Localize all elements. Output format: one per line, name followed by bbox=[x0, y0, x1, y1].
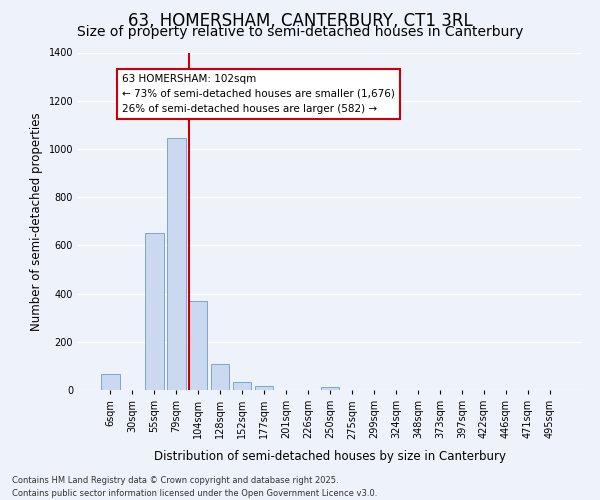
Text: 63, HOMERSHAM, CANTERBURY, CT1 3RL: 63, HOMERSHAM, CANTERBURY, CT1 3RL bbox=[128, 12, 472, 30]
X-axis label: Distribution of semi-detached houses by size in Canterbury: Distribution of semi-detached houses by … bbox=[154, 450, 506, 462]
Y-axis label: Number of semi-detached properties: Number of semi-detached properties bbox=[30, 112, 43, 330]
Bar bbox=[255, 386, 274, 390]
Bar bbox=[320, 387, 340, 390]
Bar bbox=[145, 234, 164, 390]
Bar bbox=[101, 374, 119, 390]
Text: Contains HM Land Registry data © Crown copyright and database right 2025.
Contai: Contains HM Land Registry data © Crown c… bbox=[12, 476, 377, 498]
Text: 63 HOMERSHAM: 102sqm
← 73% of semi-detached houses are smaller (1,676)
26% of se: 63 HOMERSHAM: 102sqm ← 73% of semi-detac… bbox=[122, 74, 395, 114]
Text: Size of property relative to semi-detached houses in Canterbury: Size of property relative to semi-detach… bbox=[77, 25, 523, 39]
Bar bbox=[211, 364, 229, 390]
Bar bbox=[233, 382, 251, 390]
Bar bbox=[189, 301, 208, 390]
Bar bbox=[167, 138, 185, 390]
